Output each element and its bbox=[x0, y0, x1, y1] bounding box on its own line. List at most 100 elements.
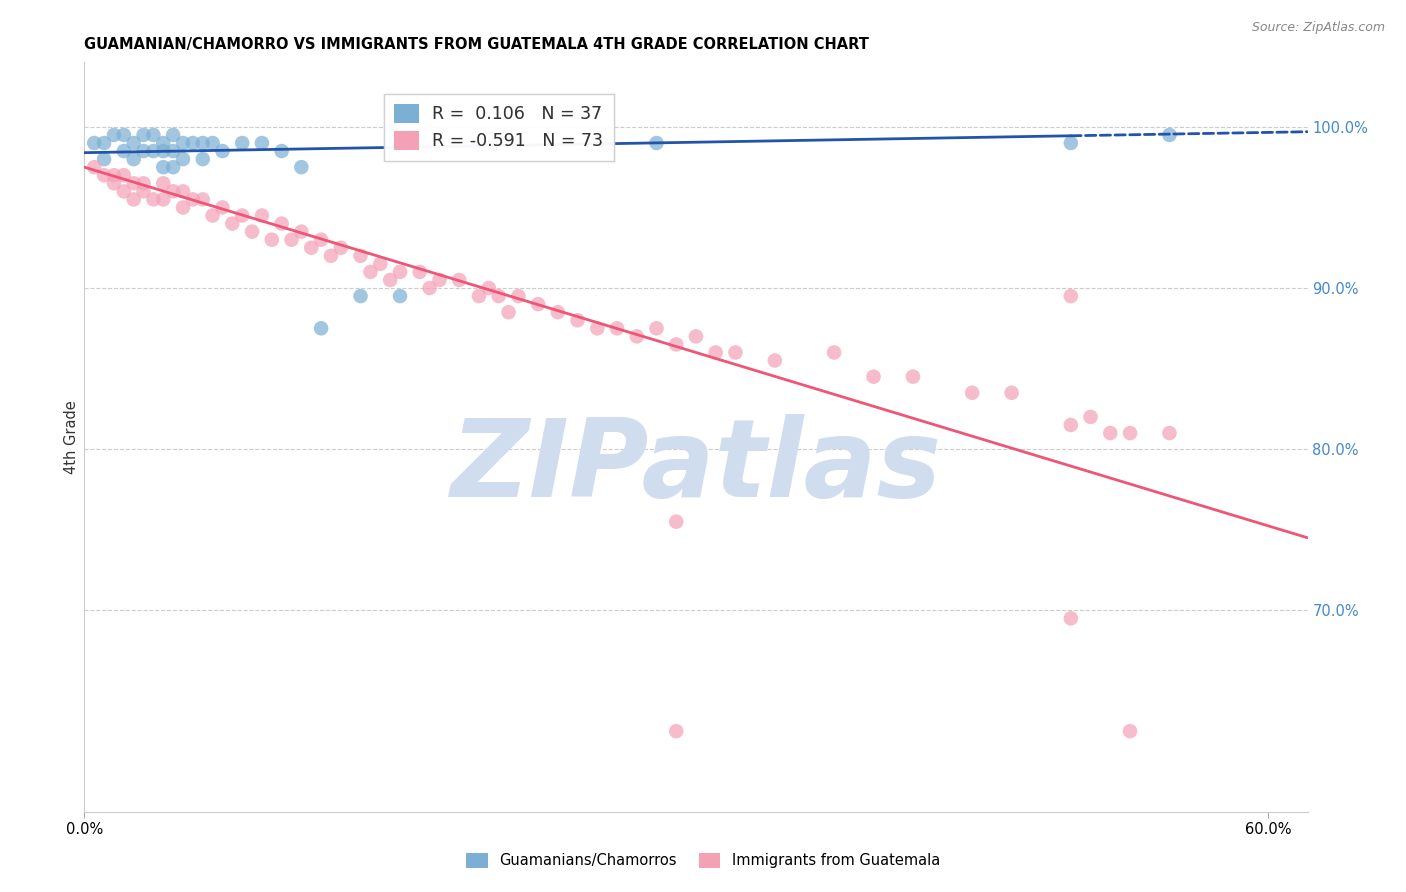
Point bbox=[240, 225, 263, 239]
Point bbox=[527, 297, 550, 311]
Point bbox=[201, 136, 224, 150]
Point bbox=[112, 144, 135, 158]
Point bbox=[724, 345, 747, 359]
Point bbox=[211, 201, 233, 215]
Point bbox=[290, 160, 312, 174]
Point bbox=[1119, 425, 1142, 440]
Point bbox=[132, 185, 155, 199]
Point bbox=[359, 265, 381, 279]
Point bbox=[142, 128, 165, 142]
Point bbox=[172, 136, 194, 150]
Point bbox=[191, 193, 214, 207]
Point bbox=[349, 249, 371, 263]
Point bbox=[488, 289, 510, 303]
Y-axis label: 4th Grade: 4th Grade bbox=[63, 401, 79, 474]
Point bbox=[823, 345, 845, 359]
Point bbox=[280, 233, 302, 247]
Point bbox=[231, 136, 253, 150]
Point bbox=[319, 249, 342, 263]
Point bbox=[221, 217, 243, 231]
Point bbox=[309, 321, 332, 335]
Point bbox=[122, 193, 145, 207]
Point bbox=[250, 136, 273, 150]
Text: GUAMANIAN/CHAMORRO VS IMMIGRANTS FROM GUATEMALA 4TH GRADE CORRELATION CHART: GUAMANIAN/CHAMORRO VS IMMIGRANTS FROM GU… bbox=[84, 37, 869, 52]
Point bbox=[645, 321, 668, 335]
Point bbox=[960, 385, 983, 400]
Point bbox=[329, 241, 352, 255]
Point bbox=[1001, 385, 1024, 400]
Point bbox=[1159, 128, 1181, 142]
Point bbox=[191, 136, 214, 150]
Point bbox=[132, 176, 155, 190]
Point bbox=[1099, 425, 1122, 440]
Point bbox=[172, 152, 194, 166]
Point bbox=[93, 152, 115, 166]
Point bbox=[1080, 409, 1102, 424]
Point bbox=[93, 136, 115, 150]
Point bbox=[1119, 724, 1142, 739]
Point bbox=[112, 185, 135, 199]
Point bbox=[162, 128, 184, 142]
Point bbox=[1060, 289, 1083, 303]
Point bbox=[547, 305, 569, 319]
Point bbox=[152, 160, 174, 174]
Point bbox=[162, 160, 184, 174]
Point bbox=[468, 289, 491, 303]
Point bbox=[152, 136, 174, 150]
Point bbox=[142, 144, 165, 158]
Point bbox=[132, 128, 155, 142]
Point bbox=[665, 337, 688, 351]
Point bbox=[152, 176, 174, 190]
Point bbox=[389, 265, 412, 279]
Point bbox=[103, 168, 125, 182]
Point bbox=[763, 353, 786, 368]
Point bbox=[449, 273, 471, 287]
Point bbox=[665, 515, 688, 529]
Point bbox=[112, 168, 135, 182]
Point bbox=[1060, 136, 1083, 150]
Point bbox=[1060, 417, 1083, 432]
Point bbox=[645, 136, 668, 150]
Point bbox=[290, 225, 312, 239]
Point bbox=[368, 257, 391, 271]
Point bbox=[103, 128, 125, 142]
Point bbox=[152, 144, 174, 158]
Text: ZIPatlas: ZIPatlas bbox=[450, 414, 942, 520]
Point bbox=[122, 152, 145, 166]
Text: Source: ZipAtlas.com: Source: ZipAtlas.com bbox=[1251, 21, 1385, 34]
Point bbox=[606, 321, 628, 335]
Point bbox=[409, 265, 432, 279]
Point bbox=[270, 217, 292, 231]
Point bbox=[429, 273, 451, 287]
Point bbox=[478, 281, 501, 295]
Point bbox=[122, 176, 145, 190]
Point bbox=[626, 329, 648, 343]
Point bbox=[567, 313, 589, 327]
Point bbox=[191, 152, 214, 166]
Point bbox=[270, 144, 292, 158]
Point bbox=[231, 209, 253, 223]
Point bbox=[498, 305, 520, 319]
Point bbox=[309, 233, 332, 247]
Point bbox=[299, 241, 322, 255]
Point bbox=[162, 144, 184, 158]
Point bbox=[211, 144, 233, 158]
Point bbox=[172, 201, 194, 215]
Point bbox=[181, 193, 204, 207]
Point bbox=[901, 369, 924, 384]
Legend: R =  0.106   N = 37, R = -0.591   N = 73: R = 0.106 N = 37, R = -0.591 N = 73 bbox=[384, 94, 614, 161]
Point bbox=[112, 128, 135, 142]
Point bbox=[380, 273, 402, 287]
Point bbox=[685, 329, 707, 343]
Point bbox=[1060, 611, 1083, 625]
Point bbox=[586, 321, 609, 335]
Point bbox=[665, 724, 688, 739]
Point bbox=[862, 369, 884, 384]
Point bbox=[172, 185, 194, 199]
Point bbox=[83, 160, 105, 174]
Point bbox=[83, 136, 105, 150]
Point bbox=[93, 168, 115, 182]
Point bbox=[201, 209, 224, 223]
Point bbox=[103, 176, 125, 190]
Point bbox=[508, 289, 530, 303]
